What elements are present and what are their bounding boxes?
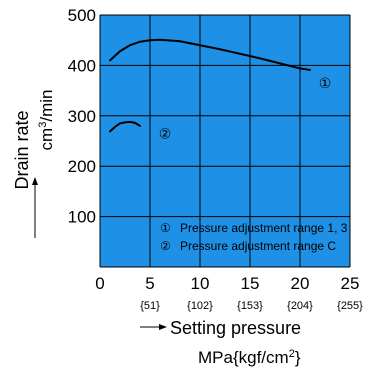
x-sub-label: {204}: [287, 300, 313, 312]
x-arrow-head: [159, 324, 167, 330]
x-axis-title: Setting pressure MPa{kgf/cm2}: [140, 318, 301, 367]
x-sub-label: {102}: [187, 300, 213, 312]
x-sub-labels: {51} {102} {153} {204} {255}: [140, 300, 363, 312]
plot-area: [100, 15, 350, 267]
x-sub-label: {255}: [337, 300, 363, 312]
x-tick-label: 5: [145, 274, 154, 293]
x-tick-label: 10: [191, 274, 210, 293]
x-tick-labels: 0 5 10 15 20 25: [95, 274, 359, 293]
series-annotation-1: ①: [319, 76, 332, 92]
legend-marker-1: ①: [160, 221, 171, 235]
y-tick-label: 100: [68, 208, 96, 227]
x-tick-label: 25: [341, 274, 360, 293]
y-tick-label: 400: [68, 56, 96, 75]
legend-text-1: Pressure adjustment range 1, 3: [180, 221, 348, 235]
grid-lines: [99, 14, 351, 268]
xlabel: Setting pressure: [170, 318, 301, 338]
y-axis-title: Drain rate cm3/min: [12, 90, 56, 238]
y-tick-label: 200: [68, 157, 96, 176]
ylabel: Drain rate: [12, 110, 32, 189]
x-tick-label: 0: [95, 274, 104, 293]
x-sub-label: {153}: [237, 300, 263, 312]
x-tick-label: 20: [291, 274, 310, 293]
annotations: ①②: [159, 76, 332, 142]
series-line-1: [109, 38, 311, 71]
legend-text-2: Pressure adjustment range C: [180, 239, 336, 253]
y-tick-label: 300: [68, 107, 96, 126]
series-annotation-2: ②: [159, 126, 172, 142]
xlabel-unit: MPa{kgf/cm2}: [198, 348, 301, 367]
series-line-2: [109, 120, 141, 133]
y-tick-label: 500: [68, 6, 96, 25]
y-arrow-head: [32, 177, 38, 185]
legend: ① Pressure adjustment range 1, 3 ② Press…: [160, 221, 348, 253]
series-lines: [109, 38, 311, 133]
y-tick-labels: 100 200 300 400 500: [68, 6, 96, 227]
x-sub-label: {51}: [140, 300, 160, 312]
ylabel-unit: cm3/min: [37, 90, 56, 151]
x-tick-label: 15: [241, 274, 260, 293]
legend-marker-2: ②: [160, 239, 171, 253]
